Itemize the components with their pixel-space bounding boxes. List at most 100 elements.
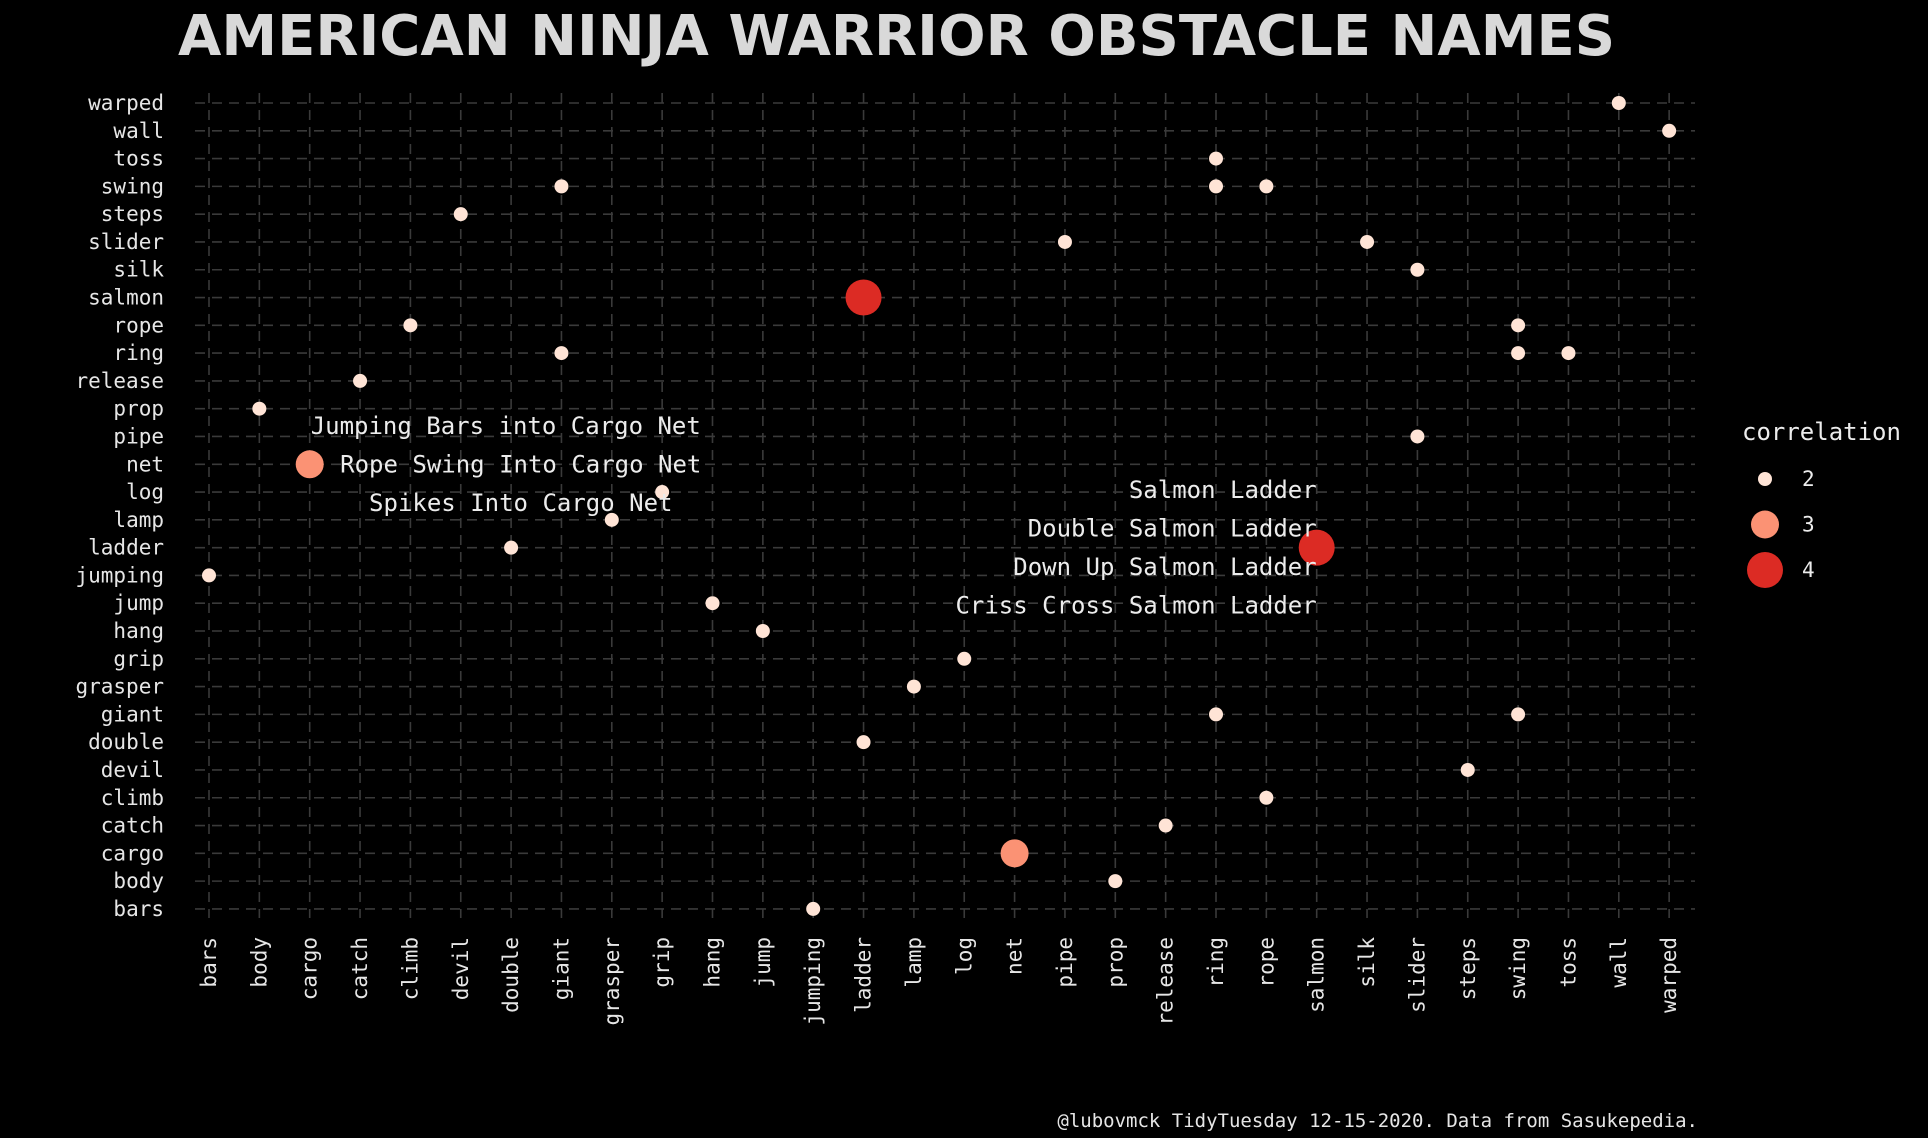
point-slider-pipe xyxy=(1410,429,1425,444)
y-tick-label-slider: slider xyxy=(88,230,164,254)
x-tick-label-steps: steps xyxy=(1456,937,1480,1000)
y-tick-label-double: double xyxy=(88,730,164,754)
annotations: Jumping Bars into Cargo Net Rope Swing In… xyxy=(311,412,1317,620)
x-tick-label-hang: hang xyxy=(701,937,725,988)
y-axis-tick-labels: bars body cargo catch climb devil double giant g… xyxy=(75,91,164,921)
point-swing-giant xyxy=(1511,707,1526,722)
annotation-0-line-1: Rope Swing Into Cargo Net xyxy=(340,450,701,478)
point-jump-hang xyxy=(755,624,770,639)
x-tick-label-catch: catch xyxy=(348,937,372,1000)
point-wall-warped xyxy=(1611,96,1626,110)
x-tick-label-jump: jump xyxy=(751,937,775,988)
point-toss-ring xyxy=(1561,346,1576,361)
x-tick-label-cargo: cargo xyxy=(298,937,322,1000)
point-salmon-ladder xyxy=(1298,529,1335,566)
point-rope-climb xyxy=(1259,790,1274,805)
y-tick-label-grasper: grasper xyxy=(75,675,164,699)
y-tick-label-rope: rope xyxy=(113,313,164,337)
point-hang-jump xyxy=(705,596,720,611)
y-tick-label-hang: hang xyxy=(113,619,164,643)
x-tick-label-grip: grip xyxy=(650,937,674,988)
x-tick-label-body: body xyxy=(247,937,271,988)
point-slider-silk xyxy=(1410,262,1425,277)
point-prop-body xyxy=(1108,874,1123,889)
chart-title: AMERICAN NINJA WARRIOR OBSTACLE NAMES xyxy=(178,4,1615,69)
x-tick-label-double: double xyxy=(499,937,523,1013)
annotation-1-line-2: Down Up Salmon Ladder xyxy=(1013,553,1316,581)
point-catch-release xyxy=(353,373,368,388)
y-tick-label-cargo: cargo xyxy=(101,841,164,865)
x-tick-label-jumping: jumping xyxy=(801,937,825,1026)
x-axis-tick-labels: bars body cargo catch climb devil double giant g… xyxy=(197,937,1681,1026)
y-tick-label-climb: climb xyxy=(101,786,164,810)
point-double-ladder xyxy=(504,540,519,555)
point-ladder-salmon xyxy=(845,279,882,316)
x-tick-label-swing: swing xyxy=(1506,937,1530,1000)
point-silk-slider xyxy=(1360,234,1375,249)
point-swing-ring xyxy=(1511,346,1526,361)
chart-caption: @lubovmck TidyTuesday 12-15-2020. Data f… xyxy=(1057,1110,1698,1132)
y-tick-label-giant: giant xyxy=(101,702,164,726)
y-tick-label-grip: grip xyxy=(113,647,164,671)
point-ring-swing xyxy=(1209,179,1223,194)
x-tick-label-warped: warped xyxy=(1657,937,1681,1013)
legend-title: correlation xyxy=(1742,418,1901,446)
legend-label-3: 3 xyxy=(1802,513,1815,537)
legend-label-4: 4 xyxy=(1802,558,1815,582)
y-tick-label-catch: catch xyxy=(101,814,164,838)
y-tick-label-ring: ring xyxy=(113,341,164,365)
y-tick-label-release: release xyxy=(75,369,164,393)
y-tick-label-toss: toss xyxy=(113,147,164,171)
annotation-0-line-2: Spikes Into Cargo Net xyxy=(369,489,672,517)
point-warped-wall xyxy=(1662,123,1677,138)
y-tick-label-devil: devil xyxy=(101,758,164,782)
x-tick-label-slider: slider xyxy=(1405,937,1429,1013)
x-tick-label-toss: toss xyxy=(1556,937,1580,988)
x-tick-label-pipe: pipe xyxy=(1053,937,1077,988)
x-tick-label-rope: rope xyxy=(1254,937,1278,988)
y-tick-label-pipe: pipe xyxy=(113,424,164,448)
y-tick-label-body: body xyxy=(113,869,164,893)
point-cargo-net xyxy=(295,450,324,479)
y-tick-label-net: net xyxy=(126,452,164,476)
x-tick-label-silk: silk xyxy=(1355,937,1379,988)
annotation-1-line-0: Salmon Ladder xyxy=(1129,476,1317,504)
y-tick-label-swing: swing xyxy=(101,174,164,198)
legend-key-4 xyxy=(1747,552,1783,588)
point-grasper-lamp xyxy=(604,512,619,527)
y-tick-label-warped: warped xyxy=(88,91,164,115)
point-jumping-bars xyxy=(806,901,821,916)
point-giant-swing xyxy=(554,179,569,194)
point-climb-rope xyxy=(403,318,418,333)
point-lamp-grasper xyxy=(906,679,921,694)
point-ring-giant xyxy=(1209,707,1223,722)
x-tick-label-release: release xyxy=(1154,937,1178,1026)
point-log-grip xyxy=(957,651,972,666)
point-net-cargo xyxy=(1000,839,1029,868)
y-tick-label-log: log xyxy=(126,480,164,504)
grid-lines xyxy=(195,93,1695,918)
y-tick-label-salmon: salmon xyxy=(88,286,164,310)
point-steps-devil xyxy=(1460,762,1475,777)
point-grip-log xyxy=(655,485,670,500)
point-bars-jumping xyxy=(202,568,216,583)
point-devil-steps xyxy=(453,207,468,222)
point-ring-toss xyxy=(1209,151,1223,166)
y-tick-label-prop: prop xyxy=(113,397,164,421)
x-tick-label-giant: giant xyxy=(549,937,573,1000)
annotation-0-line-0: Jumping Bars into Cargo Net xyxy=(311,412,701,440)
point-swing-rope xyxy=(1511,318,1526,333)
data-points xyxy=(202,96,1677,916)
x-tick-label-ladder: ladder xyxy=(852,937,876,1013)
legend-key-2 xyxy=(1758,472,1772,486)
y-tick-label-lamp: lamp xyxy=(113,508,164,532)
point-giant-ring xyxy=(554,346,569,361)
x-tick-label-grasper: grasper xyxy=(600,937,624,1026)
x-tick-label-ring: ring xyxy=(1204,937,1228,988)
y-tick-label-ladder: ladder xyxy=(88,536,164,560)
point-ladder-double xyxy=(856,735,871,750)
annotation-1-line-3: Criss Cross Salmon Ladder xyxy=(955,591,1316,619)
point-rope-swing xyxy=(1259,179,1274,194)
y-tick-label-bars: bars xyxy=(113,897,164,921)
